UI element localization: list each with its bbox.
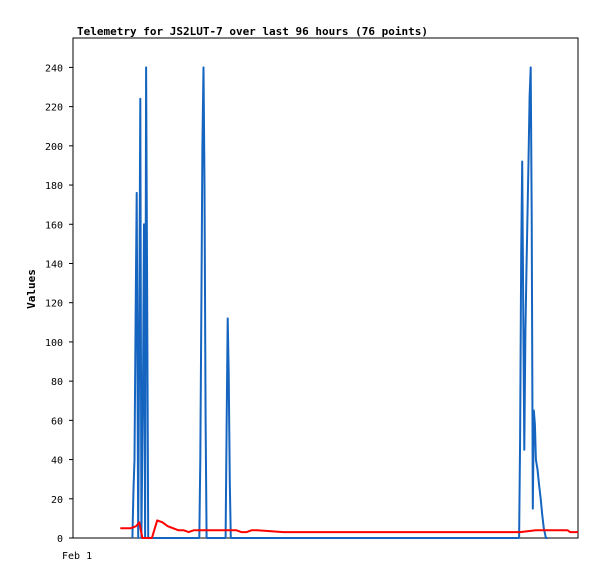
x-axis: Feb 1 — [62, 551, 92, 562]
y-tick-label: 40 — [51, 456, 63, 467]
chart-title: Telemetry for JS2LUT-7 over last 96 hour… — [77, 25, 428, 38]
y-tick-label: 100 — [45, 338, 63, 349]
y-tick-label: 0 — [57, 534, 63, 545]
series-line-1 — [131, 66, 548, 539]
series-line-2 — [120, 519, 578, 539]
y-tick-label: 200 — [45, 142, 63, 153]
y-axis: 0 20 40 60 80 100 120 140 160 180 200 220 240 — [45, 63, 73, 545]
y-tick-label: 20 — [51, 495, 63, 506]
y-tick-label: 140 — [45, 259, 63, 270]
y-tick-label: 160 — [45, 220, 63, 231]
y-tick-label: 240 — [45, 63, 63, 74]
y-tick-label: 80 — [51, 377, 63, 388]
series-layer — [120, 66, 578, 539]
x-tick-label: Feb 1 — [62, 551, 92, 562]
y-tick-label: 180 — [45, 181, 63, 192]
y-tick-label: 220 — [45, 103, 63, 114]
y-tick-label: 120 — [45, 299, 63, 310]
y-tick-label: 60 — [51, 416, 63, 427]
y-axis-label: Values — [25, 269, 38, 309]
